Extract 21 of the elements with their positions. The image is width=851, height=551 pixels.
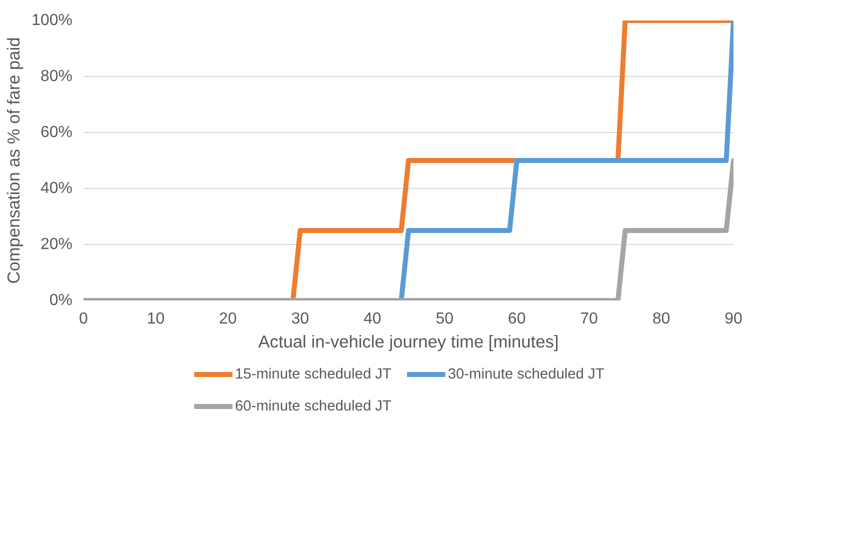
legend-label: 30-minute scheduled JT bbox=[448, 366, 604, 382]
y-tick-label: 80% bbox=[40, 68, 73, 85]
x-tick-label: 90 bbox=[724, 310, 742, 328]
x-tick-label: 20 bbox=[219, 310, 237, 328]
y-axis-title: Compensation as % of fare paid bbox=[4, 37, 24, 284]
x-tick-label: 50 bbox=[436, 310, 454, 328]
x-tick-label: 80 bbox=[652, 310, 670, 328]
y-tick-label: 40% bbox=[40, 180, 73, 197]
y-tick-label: 0% bbox=[49, 292, 72, 309]
x-axis-title: Actual in-vehicle journey time [minutes] bbox=[258, 332, 559, 352]
legend-label: 60-minute scheduled JT bbox=[235, 398, 392, 414]
x-tick-label: 10 bbox=[146, 310, 165, 328]
x-tick-label: 0 bbox=[79, 310, 88, 328]
x-tick-label: 70 bbox=[580, 310, 598, 328]
y-tick-label: 100% bbox=[32, 12, 72, 29]
x-tick-label: 30 bbox=[291, 310, 310, 328]
x-tick-label: 40 bbox=[363, 310, 382, 328]
y-tick-label: 20% bbox=[40, 236, 73, 253]
y-tick-label: 60% bbox=[40, 124, 73, 141]
legend-label: 15-minute scheduled JT bbox=[235, 366, 392, 382]
x-tick-label: 60 bbox=[508, 310, 526, 328]
